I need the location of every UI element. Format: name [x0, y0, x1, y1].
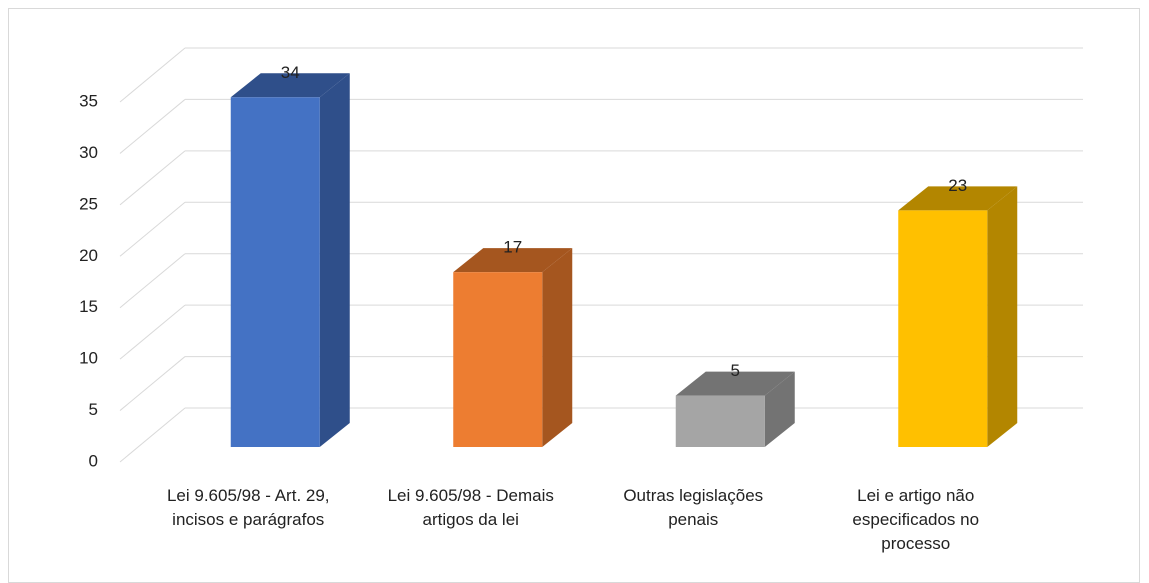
x-tick-label: Lei 9.605/98 - Art. 29, incisos e parágr…: [166, 486, 330, 529]
data-label: 34: [281, 63, 300, 82]
bar: [675, 395, 765, 447]
bar: [898, 210, 988, 447]
grid-diagonal: [119, 47, 186, 103]
grid-diagonal: [119, 201, 186, 257]
y-tick-label: 5: [89, 400, 98, 419]
grid-diagonal: [119, 150, 186, 206]
bar-side: [987, 186, 1018, 447]
bar-side: [542, 248, 573, 447]
y-tick-label: 10: [79, 349, 98, 368]
data-label: 17: [503, 238, 522, 257]
grid-diagonal: [119, 253, 186, 309]
bar-side: [764, 371, 795, 447]
y-tick-label: 20: [79, 246, 98, 265]
bar-top: [230, 73, 350, 98]
bar-top: [675, 371, 795, 396]
x-tick-label: Lei 9.605/98 - Demais artigos da lei: [387, 486, 554, 529]
bar: [230, 97, 320, 448]
grid-diagonal: [119, 304, 186, 360]
bar-side: [319, 73, 350, 448]
bar-top: [898, 186, 1018, 211]
grid-diagonal: [119, 356, 186, 411]
data-label: 5: [731, 361, 740, 380]
x-tick-label: Lei e artigo não especificados no proces…: [852, 486, 980, 553]
grid-diagonal: [119, 99, 186, 154]
grid-diagonal: [119, 407, 186, 463]
y-tick-label: 15: [79, 297, 98, 316]
bar-top: [453, 248, 573, 273]
y-tick-label: 0: [89, 451, 98, 470]
data-label: 23: [948, 176, 967, 195]
x-tick-label: Outras legislações penais: [623, 486, 764, 529]
y-tick-label: 25: [79, 194, 98, 213]
bar: [453, 272, 543, 447]
y-tick-label: 35: [79, 91, 98, 110]
y-tick-label: 30: [79, 143, 98, 162]
